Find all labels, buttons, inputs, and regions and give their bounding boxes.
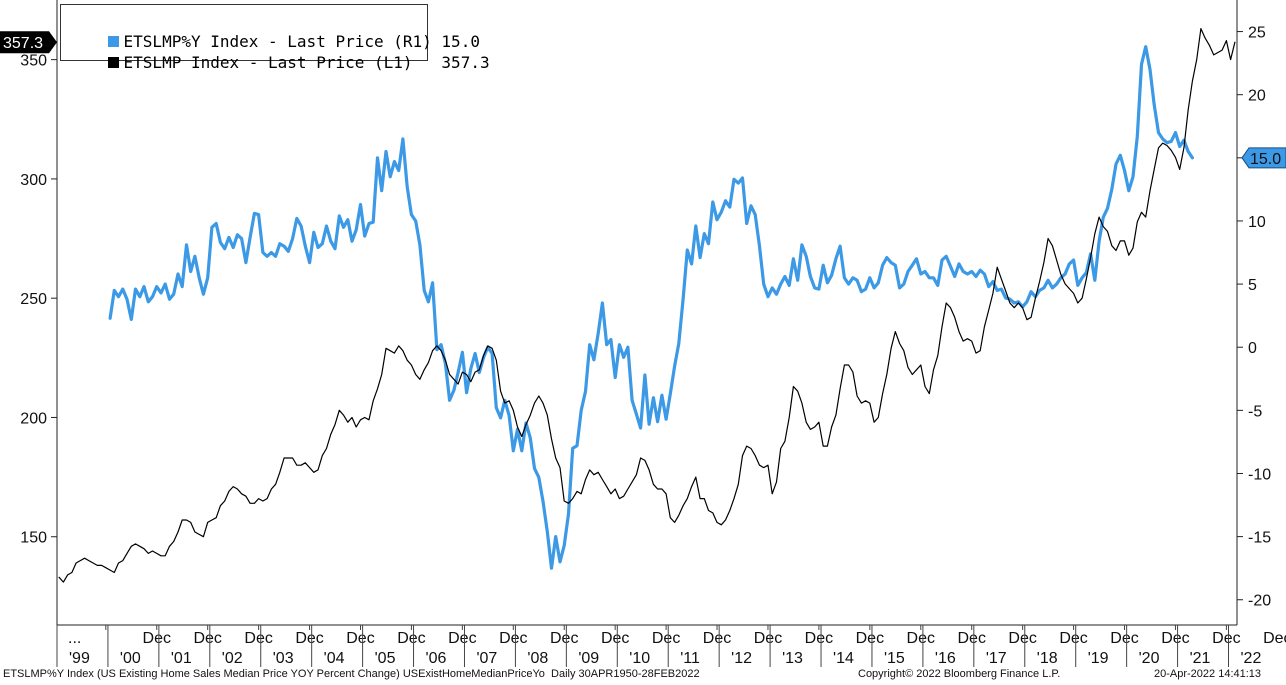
legend-label-price: ETSLMP Index - Last Price (L1) bbox=[123, 53, 413, 72]
year-label: '15 bbox=[884, 650, 905, 667]
month-label: Dec bbox=[193, 630, 221, 647]
year-label: '01 bbox=[171, 650, 192, 667]
year-label: '07 bbox=[476, 650, 497, 667]
left-last-value-badge bbox=[0, 31, 57, 54]
year-label: '20 bbox=[1139, 650, 1160, 667]
month-label: Dec bbox=[1263, 630, 1286, 647]
year-label: '12 bbox=[731, 650, 752, 667]
right-tick-label: 25 bbox=[1248, 25, 1266, 42]
year-label: '00 bbox=[120, 650, 141, 667]
legend-value-price: 357.3 bbox=[441, 53, 490, 72]
month-label: Dec bbox=[957, 630, 985, 647]
month-label: Dec bbox=[1008, 630, 1036, 647]
month-label: Dec bbox=[1059, 630, 1087, 647]
right-tick-label: -10 bbox=[1248, 466, 1271, 483]
year-label: '19 bbox=[1088, 650, 1109, 667]
month-label: Dec bbox=[652, 630, 680, 647]
right-tick-label: -20 bbox=[1248, 593, 1271, 610]
legend-entry-yoy: ETSLMP%Y Index - Last Price (R1) 15.0 bbox=[69, 13, 480, 70]
month-label: Dec bbox=[499, 630, 527, 647]
last-value-markers: 357.3 15.0 bbox=[0, 31, 1286, 169]
month-label: Dec bbox=[907, 630, 935, 647]
month-label: ... bbox=[68, 630, 81, 647]
legend-swatch-yoy bbox=[107, 36, 119, 47]
month-label: Dec bbox=[550, 630, 578, 647]
year-label: '21 bbox=[1190, 650, 1211, 667]
right-last-value-badge bbox=[1241, 147, 1286, 169]
month-label: Dec bbox=[1212, 630, 1240, 647]
month-label: Dec bbox=[856, 630, 884, 647]
left-tick-label: 150 bbox=[20, 530, 47, 547]
series-line bbox=[58, 28, 1236, 583]
month-label: Dec bbox=[397, 630, 425, 647]
right-tick-label: 20 bbox=[1248, 88, 1266, 105]
month-label: Dec bbox=[601, 630, 629, 647]
year-label: '09 bbox=[578, 650, 599, 667]
year-label: '16 bbox=[935, 650, 956, 667]
year-label: '22 bbox=[1241, 650, 1262, 667]
series-line bbox=[108, 45, 1195, 570]
left-last-value-label: 357.3 bbox=[3, 35, 43, 52]
right-tick-label: -5 bbox=[1248, 403, 1262, 420]
year-label: '99 bbox=[69, 650, 90, 667]
month-label: Dec bbox=[295, 630, 323, 647]
month-label: Dec bbox=[754, 630, 782, 647]
footer-timestamp: 20-Apr-2022 14:41:13 bbox=[1154, 668, 1262, 680]
left-tick-label: 350 bbox=[20, 53, 47, 70]
legend: ETSLMP%Y Index - Last Price (R1) 15.0 ET… bbox=[60, 4, 490, 72]
month-label: Dec bbox=[244, 630, 272, 647]
footer-copyright: Copyright© 2022 Bloomberg Finance L.P. bbox=[858, 668, 1061, 680]
right-tick-label: 10 bbox=[1248, 214, 1266, 231]
right-tick-label: -15 bbox=[1248, 530, 1271, 547]
legend-value-yoy: 15.0 bbox=[441, 32, 480, 51]
year-label: '06 bbox=[426, 650, 447, 667]
year-label: '10 bbox=[629, 650, 650, 667]
footer-description: ETSLMP%Y Index (US Existing Home Sales M… bbox=[3, 668, 700, 680]
left-axis: 150 200 250 300 350 bbox=[20, 53, 57, 547]
year-label: '05 bbox=[375, 650, 396, 667]
month-label: Dec bbox=[143, 630, 171, 647]
year-label: '17 bbox=[986, 650, 1007, 667]
left-tick-label: 250 bbox=[20, 291, 47, 308]
month-label: Dec bbox=[1110, 630, 1138, 647]
month-label: Dec bbox=[805, 630, 833, 647]
month-label: Dec bbox=[703, 630, 731, 647]
year-label: '13 bbox=[782, 650, 803, 667]
plot-frame bbox=[56, 0, 1238, 626]
legend-swatch-price bbox=[107, 57, 119, 68]
legend-entry-price: ETSLMP Index - Last Price (L1) 357.3 bbox=[69, 34, 490, 91]
month-label: Dec bbox=[448, 630, 476, 647]
series-etslmp-yoy bbox=[108, 45, 1195, 570]
month-label: Dec bbox=[1161, 630, 1189, 647]
series-etslmp-price bbox=[58, 28, 1236, 583]
year-label: '04 bbox=[324, 650, 345, 667]
right-tick-label: 0 bbox=[1248, 340, 1257, 357]
legend-label-yoy: ETSLMP%Y Index - Last Price (R1) bbox=[123, 32, 432, 51]
left-tick-label: 200 bbox=[20, 410, 47, 427]
year-label: '02 bbox=[222, 650, 243, 667]
year-label: '11 bbox=[680, 650, 700, 667]
year-label: '14 bbox=[833, 650, 854, 667]
right-axis: -20-15-10-50510152025 bbox=[1237, 25, 1271, 610]
year-label: '18 bbox=[1037, 650, 1058, 667]
month-label: Dec bbox=[346, 630, 374, 647]
year-label: '08 bbox=[527, 650, 548, 667]
left-tick-label: 300 bbox=[20, 172, 47, 189]
x-axis: ...'99Dec'00Dec'01Dec'02Dec'03Dec'04Dec'… bbox=[56, 625, 1286, 667]
right-last-value-label: 15.0 bbox=[1250, 151, 1281, 168]
right-tick-label: 5 bbox=[1248, 277, 1257, 294]
year-label: '03 bbox=[273, 650, 294, 667]
